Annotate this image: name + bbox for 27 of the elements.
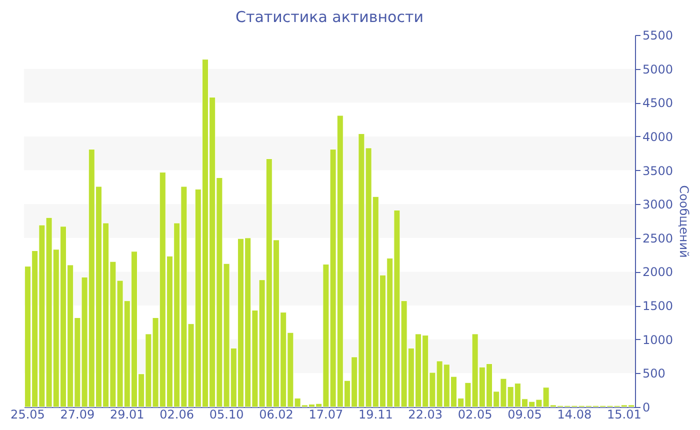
x-tick-label: 19.11 [358, 408, 393, 422]
x-tick-label: 06.02 [259, 408, 294, 422]
x-tick-label: 14.08 [557, 408, 592, 422]
x-tick-label: 05.10 [209, 408, 244, 422]
y-tick-label: 3500 [642, 164, 674, 178]
chart-title: Статистика активности [236, 8, 424, 26]
x-tick-label: 02.05 [458, 408, 492, 422]
y-tick-label: 5000 [642, 62, 674, 76]
x-tick-label: 15.01 [606, 408, 642, 422]
y-tick-label: 500 [642, 366, 666, 381]
y-tick-label: 0 [642, 400, 650, 414]
y-tick-label: 4000 [642, 130, 674, 144]
x-tick-label: 17.07 [308, 408, 344, 422]
y-tick-label: 5500 [642, 28, 674, 42]
x-tick-label: 25.05 [10, 408, 45, 422]
x-tick-label: 29.01 [110, 408, 144, 422]
y-tick-label: 2000 [642, 265, 674, 280]
y-axis-title: Сообщений [677, 185, 692, 258]
x-tick-label: 27.09 [60, 408, 95, 422]
y-tick-label: 4500 [642, 96, 674, 110]
x-tick-label: 22.03 [408, 408, 443, 422]
y-tick-label: 1500 [642, 299, 674, 314]
y-tick-label: 1000 [642, 332, 674, 347]
x-tick-label: 09.05 [508, 408, 542, 422]
y-tick-label: 3000 [642, 198, 674, 212]
y-tick-label: 2500 [642, 231, 674, 246]
x-tick-label: 02.06 [160, 408, 194, 422]
